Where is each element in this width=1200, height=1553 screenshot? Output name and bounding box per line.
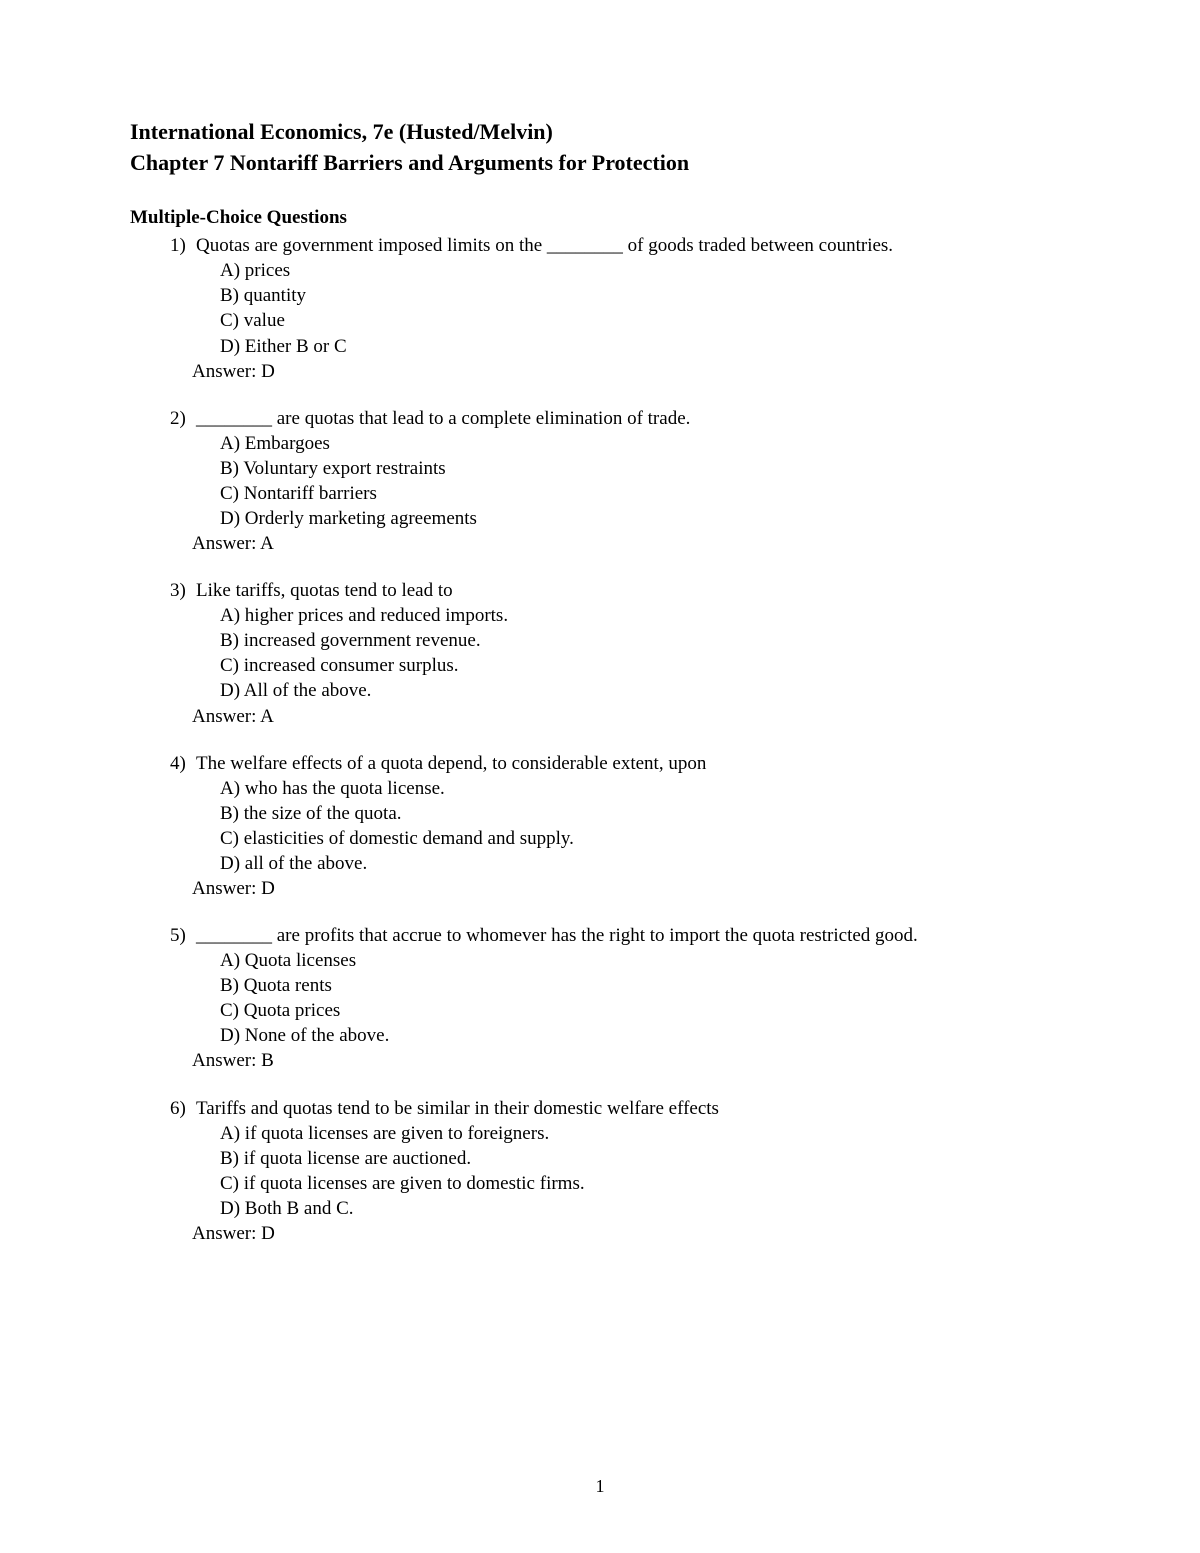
question-stem: 2) ________ are quotas that lead to a co… xyxy=(170,406,1070,431)
question-stem: 1) Quotas are government imposed limits … xyxy=(170,233,1070,258)
choice-list: A) if quota licenses are given to foreig… xyxy=(170,1121,1070,1221)
choice-c: C) value xyxy=(220,308,1070,333)
choice-a: A) prices xyxy=(220,258,1070,283)
choice-b: B) Quota rents xyxy=(220,973,1070,998)
choice-b: B) quantity xyxy=(220,283,1070,308)
question-stem: 5) ________ are profits that accrue to w… xyxy=(170,923,1070,948)
choice-d: D) Either B or C xyxy=(220,334,1070,359)
chapter-title: Chapter 7 Nontariff Barriers and Argumen… xyxy=(130,149,1070,178)
answer-prefix: Answer: xyxy=(192,878,261,899)
choice-c: C) if quota licenses are given to domest… xyxy=(220,1171,1070,1196)
book-title: International Economics, 7e (Husted/Melv… xyxy=(130,118,1070,147)
answer-line: Answer: D xyxy=(170,1221,1070,1246)
choice-list: A) Embargoes B) Voluntary export restrai… xyxy=(170,431,1070,531)
choice-list: A) who has the quota license. B) the siz… xyxy=(170,776,1070,876)
choice-a: A) Quota licenses xyxy=(220,948,1070,973)
choice-b: B) if quota license are auctioned. xyxy=(220,1146,1070,1171)
question-item: 3) Like tariffs, quotas tend to lead to … xyxy=(170,578,1070,728)
choice-a: A) higher prices and reduced imports. xyxy=(220,603,1070,628)
answer-value: B xyxy=(261,1050,274,1071)
choice-list: A) prices B) quantity C) value D) Either… xyxy=(170,258,1070,358)
choice-d: D) all of the above. xyxy=(220,851,1070,876)
question-number: 5) xyxy=(170,923,196,948)
page-number: 1 xyxy=(0,1476,1200,1497)
answer-prefix: Answer: xyxy=(192,706,260,727)
answer-line: Answer: B xyxy=(170,1048,1070,1073)
choice-d: D) Both B and C. xyxy=(220,1196,1070,1221)
question-stem: 3) Like tariffs, quotas tend to lead to xyxy=(170,578,1070,603)
choice-c: C) Quota prices xyxy=(220,998,1070,1023)
question-number: 1) xyxy=(170,233,196,258)
choice-c: C) elasticities of domestic demand and s… xyxy=(220,826,1070,851)
question-number: 3) xyxy=(170,578,196,603)
answer-value: D xyxy=(261,878,275,899)
question-text: The welfare effects of a quota depend, t… xyxy=(196,751,1070,776)
question-number: 2) xyxy=(170,406,196,431)
answer-prefix: Answer: xyxy=(192,533,260,554)
question-stem: 4) The welfare effects of a quota depend… xyxy=(170,751,1070,776)
question-text: Quotas are government imposed limits on … xyxy=(196,233,1070,258)
questions-container: 1) Quotas are government imposed limits … xyxy=(130,233,1070,1246)
answer-value: A xyxy=(260,706,274,727)
choice-c: C) Nontariff barriers xyxy=(220,481,1070,506)
answer-line: Answer: A xyxy=(170,531,1070,556)
question-item: 4) The welfare effects of a quota depend… xyxy=(170,751,1070,901)
choice-a: A) Embargoes xyxy=(220,431,1070,456)
question-text: Like tariffs, quotas tend to lead to xyxy=(196,578,1070,603)
question-text: ________ are profits that accrue to whom… xyxy=(196,923,1070,948)
question-number: 4) xyxy=(170,751,196,776)
document-page: International Economics, 7e (Husted/Melv… xyxy=(0,0,1200,1553)
question-item: 5) ________ are profits that accrue to w… xyxy=(170,923,1070,1073)
question-stem: 6) Tariffs and quotas tend to be similar… xyxy=(170,1096,1070,1121)
choice-d: D) Orderly marketing agreements xyxy=(220,506,1070,531)
answer-prefix: Answer: xyxy=(192,1050,261,1071)
answer-prefix: Answer: xyxy=(192,1223,261,1244)
answer-value: D xyxy=(261,361,275,382)
question-item: 1) Quotas are government imposed limits … xyxy=(170,233,1070,383)
choice-b: B) Voluntary export restraints xyxy=(220,456,1070,481)
choice-b: B) increased government revenue. xyxy=(220,628,1070,653)
answer-value: D xyxy=(261,1223,275,1244)
choice-a: A) if quota licenses are given to foreig… xyxy=(220,1121,1070,1146)
choice-c: C) increased consumer surplus. xyxy=(220,653,1070,678)
choice-b: B) the size of the quota. xyxy=(220,801,1070,826)
choice-a: A) who has the quota license. xyxy=(220,776,1070,801)
choice-d: D) All of the above. xyxy=(220,678,1070,703)
section-heading: Multiple-Choice Questions xyxy=(130,207,1070,229)
question-item: 6) Tariffs and quotas tend to be similar… xyxy=(170,1096,1070,1246)
question-item: 2) ________ are quotas that lead to a co… xyxy=(170,406,1070,556)
question-number: 6) xyxy=(170,1096,196,1121)
question-text: Tariffs and quotas tend to be similar in… xyxy=(196,1096,1070,1121)
answer-value: A xyxy=(260,533,274,554)
choice-list: A) higher prices and reduced imports. B)… xyxy=(170,603,1070,703)
answer-prefix: Answer: xyxy=(192,361,261,382)
choice-list: A) Quota licenses B) Quota rents C) Quot… xyxy=(170,948,1070,1048)
answer-line: Answer: A xyxy=(170,704,1070,729)
answer-line: Answer: D xyxy=(170,876,1070,901)
answer-line: Answer: D xyxy=(170,359,1070,384)
choice-d: D) None of the above. xyxy=(220,1023,1070,1048)
question-text: ________ are quotas that lead to a compl… xyxy=(196,406,1070,431)
